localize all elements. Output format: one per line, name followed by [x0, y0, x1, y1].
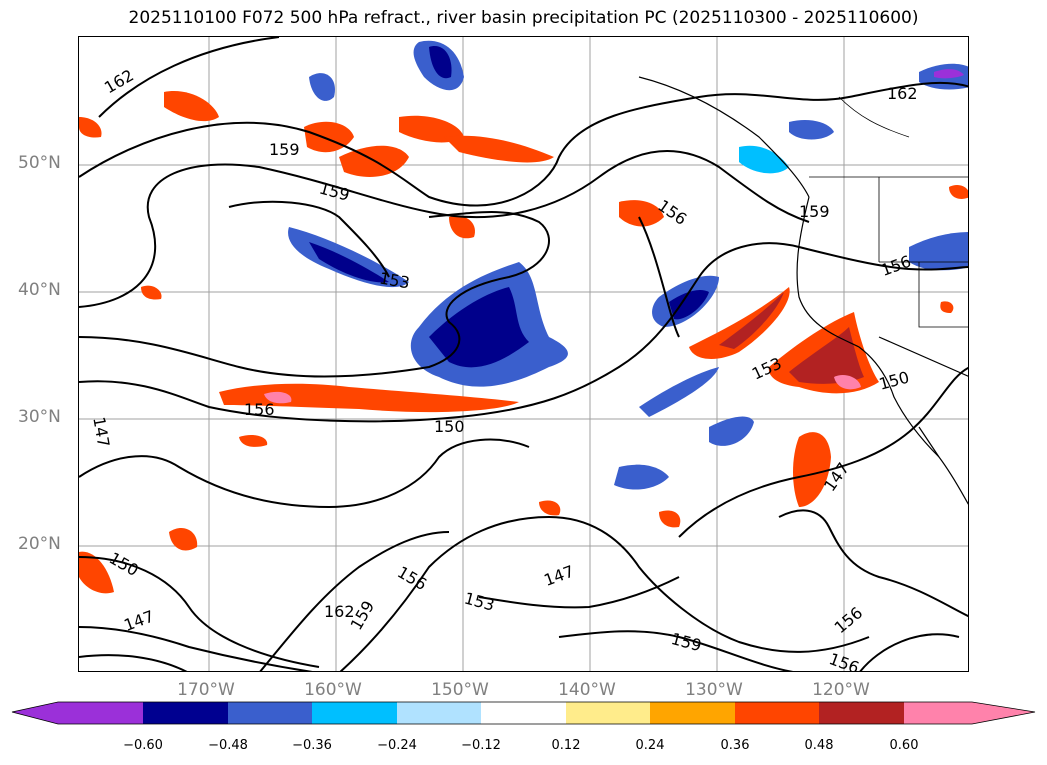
lon-label: 170°W [177, 680, 235, 700]
colorbar-segment [397, 702, 481, 724]
contour-label: 162 [101, 66, 137, 98]
colorbar-outline [11, 701, 1036, 725]
colorbar [11, 701, 1036, 725]
contour-label: 156 [244, 400, 275, 419]
contour-label: 153 [378, 268, 411, 292]
map-panel: 162 162 159 159 159 159 156 156 156 156 … [78, 36, 969, 672]
contour-label: 156 [394, 562, 430, 594]
colorbar-tick-label: −0.48 [208, 738, 248, 753]
colorbar-tick-label: −0.12 [461, 738, 501, 753]
colorbar-extend-max [972, 702, 1035, 724]
lon-label: 160°W [304, 680, 362, 700]
lat-label: 50°N [18, 153, 61, 173]
colorbar-segment [904, 702, 972, 724]
contour-label: 150 [434, 417, 465, 436]
map-canvas: 162 162 159 159 159 159 156 156 156 156 … [79, 37, 968, 672]
contour-label: 159 [317, 178, 351, 204]
contour-label: 147 [541, 562, 576, 590]
colorbar-segment [650, 702, 735, 724]
contour-label: 153 [462, 588, 496, 614]
contour-label: 156 [878, 252, 913, 280]
contour-label: 156 [654, 196, 690, 229]
contour-label: 147 [89, 415, 113, 448]
colorbar-tick-label: 0.36 [720, 738, 750, 753]
colorbar-segment [566, 702, 650, 724]
colorbar-segment [228, 702, 312, 724]
contour-label: 156 [827, 649, 862, 672]
contour-label: 159 [799, 202, 830, 221]
contour-label: 147 [121, 607, 156, 635]
lat-label: 40°N [18, 280, 61, 300]
lat-label: 20°N [18, 534, 61, 554]
lon-label: 120°W [812, 680, 870, 700]
colorbar-segment [58, 702, 143, 724]
colorbar-tick-label: 0.24 [635, 738, 665, 753]
contour-label: 162 [324, 602, 355, 621]
lat-label: 30°N [18, 407, 61, 427]
lon-label: 130°W [685, 680, 743, 700]
colorbar-tick-label: −0.24 [377, 738, 417, 753]
map-title: 2025110100 F072 500 hPa refract., river … [128, 8, 919, 28]
colorbar-tick-label: 0.48 [804, 738, 834, 753]
positive-anomaly-regions [79, 91, 968, 594]
lon-label: 150°W [431, 680, 489, 700]
colorbar-segment [143, 702, 228, 724]
contour-label: 159 [669, 629, 703, 655]
contour-label: 159 [269, 140, 300, 159]
colorbar-segment [312, 702, 397, 724]
coastlines [638, 76, 968, 505]
colorbar-tick-label: 0.12 [551, 738, 581, 753]
colorbar-tick-label: −0.60 [123, 738, 163, 753]
negative-anomaly-regions [288, 40, 968, 490]
colorbar-segments [12, 702, 1035, 724]
lon-label: 140°W [558, 680, 616, 700]
refractivity-contours [79, 37, 968, 671]
colorbar-segment [735, 702, 819, 724]
contour-label: 156 [831, 603, 867, 637]
colorbar-segment [481, 702, 566, 724]
contour-label: 162 [887, 84, 918, 103]
colorbar-segment [819, 702, 904, 724]
contour-label: 150 [106, 548, 142, 580]
colorbar-tick-label: 0.60 [889, 738, 919, 753]
political-borders [809, 96, 968, 328]
colorbar-tick-label: −0.36 [292, 738, 332, 753]
colorbar-extend-min [12, 702, 58, 724]
